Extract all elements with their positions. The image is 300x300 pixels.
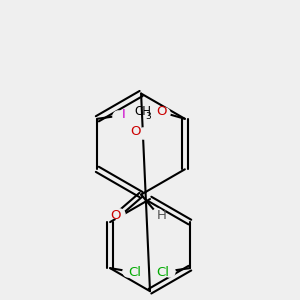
Text: Cl: Cl: [128, 266, 141, 278]
Text: 3: 3: [145, 112, 151, 121]
Text: O: O: [111, 209, 121, 222]
Text: H: H: [156, 209, 166, 222]
Text: CH: CH: [135, 105, 152, 118]
Text: O: O: [156, 105, 166, 118]
Text: O: O: [130, 125, 141, 138]
Text: I: I: [122, 108, 125, 122]
Text: Cl: Cl: [156, 266, 169, 278]
